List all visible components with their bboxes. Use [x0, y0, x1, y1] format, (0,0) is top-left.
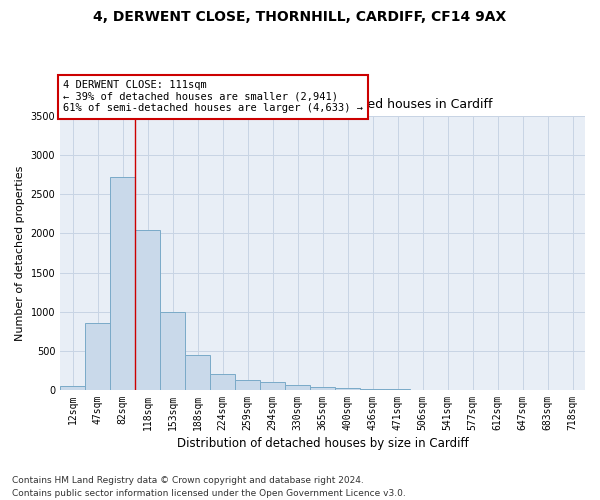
Text: 4 DERWENT CLOSE: 111sqm
← 39% of detached houses are smaller (2,941)
61% of semi: 4 DERWENT CLOSE: 111sqm ← 39% of detache…	[63, 80, 363, 114]
Bar	[310, 387, 335, 390]
Text: Contains HM Land Registry data © Crown copyright and database right 2024.
Contai: Contains HM Land Registry data © Crown c…	[12, 476, 406, 498]
Bar	[210, 374, 235, 390]
Text: 4, DERWENT CLOSE, THORNHILL, CARDIFF, CF14 9AX: 4, DERWENT CLOSE, THORNHILL, CARDIFF, CF…	[94, 10, 506, 24]
Bar	[235, 380, 260, 390]
Bar	[85, 324, 110, 390]
Bar	[335, 388, 360, 390]
X-axis label: Distribution of detached houses by size in Cardiff: Distribution of detached houses by size …	[177, 437, 469, 450]
Bar	[185, 354, 210, 390]
Y-axis label: Number of detached properties: Number of detached properties	[15, 166, 25, 340]
Bar	[160, 312, 185, 390]
Bar	[60, 386, 85, 390]
Bar	[135, 230, 160, 390]
Bar	[285, 385, 310, 390]
Bar	[360, 389, 385, 390]
Bar	[110, 177, 135, 390]
Title: Size of property relative to detached houses in Cardiff: Size of property relative to detached ho…	[153, 98, 493, 110]
Bar	[260, 382, 285, 390]
